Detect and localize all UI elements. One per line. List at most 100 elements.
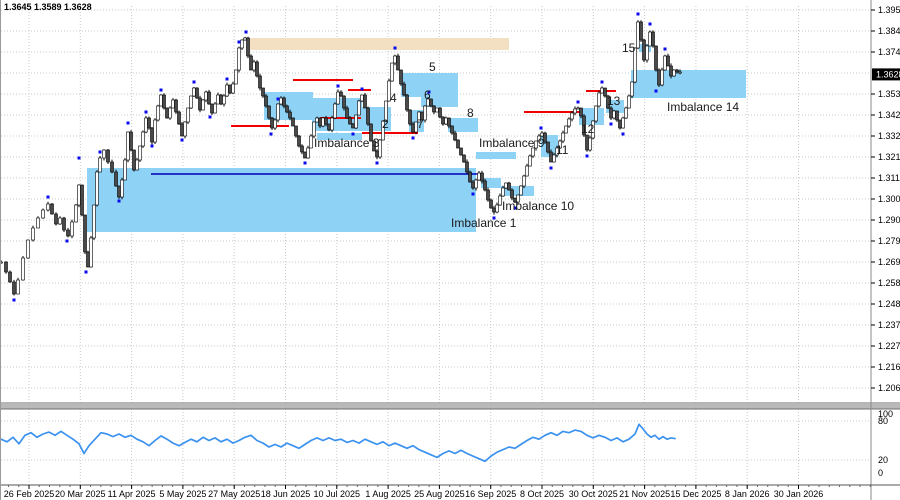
zone-number-label: 4 bbox=[390, 91, 397, 105]
candle-body bbox=[645, 45, 649, 61]
candle-body bbox=[501, 187, 505, 197]
fractal-dot bbox=[375, 161, 379, 165]
candle-body bbox=[1, 261, 3, 264]
candle-body bbox=[435, 107, 439, 113]
candle-body bbox=[552, 154, 556, 163]
candle-body bbox=[189, 95, 193, 109]
candle-body bbox=[106, 149, 110, 163]
panel-separator[interactable] bbox=[1, 402, 900, 410]
candle-body bbox=[264, 95, 268, 107]
fractal-dot bbox=[663, 47, 667, 51]
fractal-dot bbox=[427, 90, 431, 94]
fractal-dot bbox=[336, 84, 340, 88]
indicator-scale-label: 100 bbox=[878, 409, 893, 419]
candle-body bbox=[195, 87, 199, 99]
candle-body bbox=[510, 189, 514, 199]
candle-body bbox=[369, 123, 373, 142]
price-axis-label: 1.3110 bbox=[878, 173, 900, 183]
candle-body bbox=[537, 135, 541, 142]
candle-body bbox=[447, 117, 451, 127]
candle-body bbox=[672, 69, 676, 77]
candle-body bbox=[570, 112, 574, 120]
price-axis-label: 1.3530 bbox=[878, 89, 900, 99]
current-price-tag: 1.3628 bbox=[872, 68, 900, 81]
candle-body bbox=[363, 94, 367, 109]
zone-supply-beige[interactable] bbox=[249, 38, 509, 50]
candle-body bbox=[321, 117, 325, 127]
candle-body bbox=[177, 111, 181, 125]
candle-body bbox=[62, 217, 66, 231]
price-axis-label: 1.3320 bbox=[878, 131, 900, 141]
candle-body bbox=[381, 120, 385, 141]
candle-body bbox=[258, 75, 262, 89]
indicator-scale-label: 80 bbox=[878, 416, 888, 426]
zone-number-label: 5 bbox=[429, 60, 436, 74]
candle-body bbox=[80, 184, 84, 216]
candle-body bbox=[8, 271, 12, 283]
candle-body bbox=[633, 47, 637, 83]
candle-body bbox=[26, 239, 30, 259]
candle-body bbox=[348, 117, 352, 125]
candle-body bbox=[66, 229, 70, 237]
candle-body bbox=[126, 131, 130, 161]
candle-body bbox=[36, 217, 40, 229]
candle-body bbox=[642, 39, 646, 61]
candle-body bbox=[171, 99, 175, 109]
candle-body bbox=[312, 121, 316, 137]
candle-body bbox=[255, 61, 259, 77]
fractal-dot bbox=[636, 12, 640, 16]
fractal-dot bbox=[84, 270, 88, 274]
price-axis-label: 1.2270 bbox=[878, 341, 900, 351]
candle-body bbox=[489, 199, 493, 209]
zone-imbalance-14[interactable] bbox=[631, 70, 746, 98]
candle-body bbox=[558, 140, 562, 149]
price-axis-label: 1.2900 bbox=[878, 215, 900, 225]
candle-body bbox=[204, 91, 208, 101]
fractal-dot bbox=[492, 216, 496, 220]
zone-imbalance-10a[interactable] bbox=[481, 178, 501, 188]
candle-body bbox=[336, 91, 340, 105]
imbalance-label: Imbalance 9 bbox=[479, 136, 545, 150]
candle-body bbox=[50, 203, 54, 215]
zone-imbalance-9-zone[interactable] bbox=[476, 152, 516, 159]
candle-body bbox=[579, 107, 583, 117]
fractal-dot bbox=[144, 110, 148, 114]
candle-body bbox=[147, 117, 151, 129]
candle-body bbox=[95, 171, 99, 206]
date-axis-label: 18 Jun 2025 bbox=[261, 489, 311, 499]
zone-number-label: 11 bbox=[556, 143, 569, 157]
candle-body bbox=[651, 31, 655, 47]
fractal-dot bbox=[117, 199, 121, 203]
candle-body bbox=[4, 261, 8, 273]
candle-body bbox=[639, 21, 643, 41]
candle-body bbox=[240, 39, 244, 49]
fractal-dot bbox=[471, 192, 475, 196]
zone-imbalance-1[interactable] bbox=[87, 168, 476, 232]
candle-body bbox=[324, 117, 328, 125]
fractal-dot bbox=[585, 154, 589, 158]
zone-imbalance-8[interactable] bbox=[448, 118, 478, 132]
date-axis-label: 1 Aug 2025 bbox=[365, 489, 411, 499]
zone-imbalance-6[interactable] bbox=[421, 97, 458, 107]
candle-body bbox=[210, 103, 214, 114]
candle-body bbox=[297, 135, 301, 147]
candle-body bbox=[225, 84, 229, 97]
candle-body bbox=[162, 94, 166, 109]
candle-body bbox=[480, 172, 484, 182]
candle-body bbox=[92, 204, 96, 239]
fractal-dot bbox=[159, 88, 163, 92]
fractal-dot bbox=[654, 89, 658, 93]
candle-body bbox=[549, 151, 553, 163]
candle-body bbox=[666, 55, 670, 67]
candle-body bbox=[555, 147, 559, 156]
candle-body bbox=[306, 147, 310, 159]
candle-body bbox=[444, 117, 448, 125]
zone-imbalance-3-zone[interactable] bbox=[317, 133, 362, 140]
candle-body bbox=[378, 139, 382, 158]
candle-body bbox=[303, 151, 307, 159]
zone-imbalance-10b[interactable] bbox=[501, 186, 534, 196]
candle-body bbox=[198, 97, 202, 111]
price-axis-label: 1.2060 bbox=[878, 383, 900, 393]
